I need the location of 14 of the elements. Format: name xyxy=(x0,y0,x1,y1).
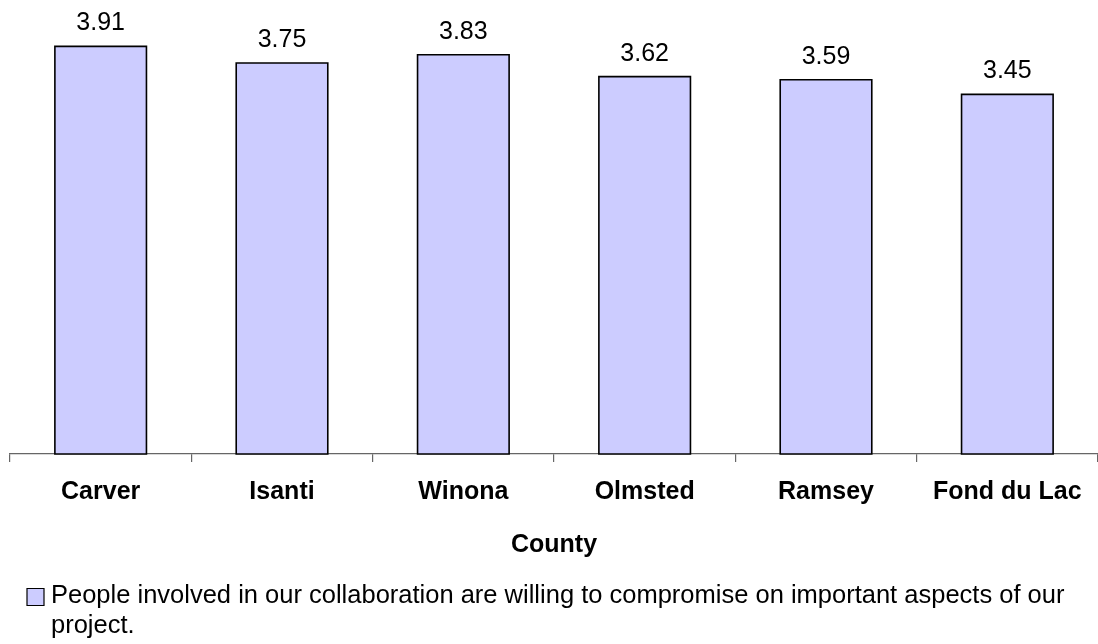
data-label: 3.75 xyxy=(257,24,307,53)
data-label: 3.62 xyxy=(620,37,669,66)
data-label: 3.91 xyxy=(76,7,125,36)
x-tick-label: Olmsted xyxy=(594,475,695,504)
x-tick-label: Fond du Lac xyxy=(933,475,1082,504)
x-tick-label: Winona xyxy=(418,475,510,504)
data-label: 3.59 xyxy=(801,40,851,69)
data-label: 3.45 xyxy=(983,55,1032,84)
x-tick-label: Ramsey xyxy=(778,475,875,504)
x-tick-label: Isanti xyxy=(249,475,315,504)
x-axis-title: County xyxy=(510,528,598,557)
x-tick-label: Carver xyxy=(61,475,141,504)
legend-label: People involved in our collaboration are willing to compromise on important aspects of our project. xyxy=(51,580,1065,639)
data-label: 3.83 xyxy=(439,15,488,44)
